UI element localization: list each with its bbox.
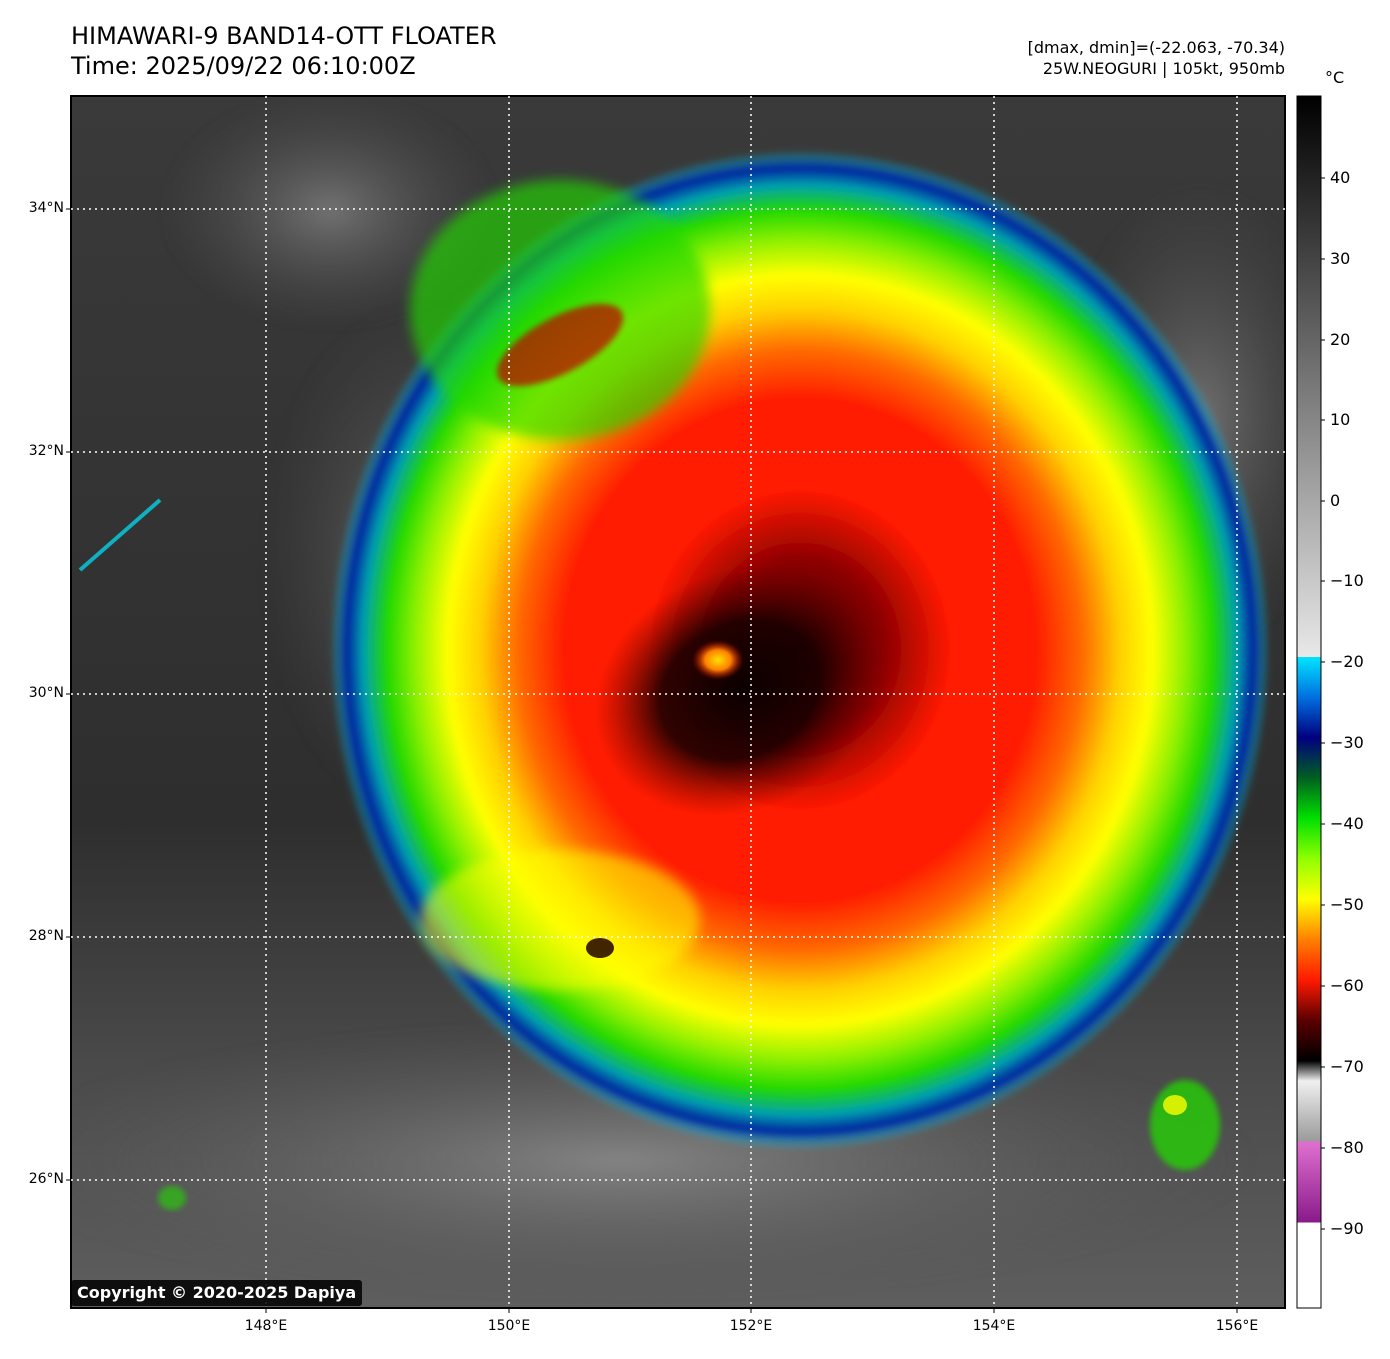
colorbar-unit: °C bbox=[1325, 68, 1345, 87]
colorbar-tick-label: 0 bbox=[1330, 491, 1341, 510]
lon-label-154e: 154°E bbox=[972, 1318, 1016, 1334]
colorbar bbox=[1296, 95, 1322, 1309]
axis-ticks bbox=[66, 208, 1238, 1313]
colorbar-tick-label: 20 bbox=[1330, 330, 1351, 349]
colorbar-tick-label: −50 bbox=[1330, 895, 1364, 914]
product-title: HIMAWARI-9 BAND14-OTT FLOATER bbox=[71, 22, 497, 50]
lat-label-34n: 34°N bbox=[28, 200, 64, 216]
lon-label-152e: 152°E bbox=[729, 1318, 773, 1334]
colorbar-tick-label: −20 bbox=[1330, 652, 1364, 671]
lon-label-156e: 156°E bbox=[1215, 1318, 1259, 1334]
satellite-imagery bbox=[71, 96, 1285, 1308]
colorbar-tick-label: −40 bbox=[1330, 814, 1364, 833]
map-frame bbox=[70, 95, 1286, 1309]
colorbar-tick-label: 40 bbox=[1330, 168, 1351, 187]
graticule bbox=[71, 96, 1285, 1308]
lon-label-150e: 150°E bbox=[487, 1318, 531, 1334]
lat-label-26n: 26°N bbox=[28, 1171, 64, 1187]
lat-label-30n: 30°N bbox=[28, 685, 64, 701]
colorbar-tick-label: −70 bbox=[1330, 1057, 1364, 1076]
colorbar-tick-label: −60 bbox=[1330, 976, 1364, 995]
colorbar-tick-label: −10 bbox=[1330, 571, 1364, 590]
colorbar-tick-label: −90 bbox=[1330, 1219, 1364, 1238]
colorbar-tick-label: 10 bbox=[1330, 410, 1351, 429]
lon-label-148e: 148°E bbox=[244, 1318, 288, 1334]
copyright-badge: Copyright © 2020-2025 Dapiya bbox=[71, 1280, 363, 1306]
timestamp: Time: 2025/09/22 06:10:00Z bbox=[71, 52, 416, 80]
lat-label-32n: 32°N bbox=[28, 443, 64, 459]
colorbar-tick-label: 30 bbox=[1330, 249, 1351, 268]
colorbar-ticks bbox=[1321, 177, 1325, 1230]
colorbar-tick-label: −80 bbox=[1330, 1138, 1364, 1157]
colorbar-tick-label: −30 bbox=[1330, 733, 1364, 752]
storm-info: 25W.NEOGURI | 105kt, 950mb bbox=[1042, 59, 1285, 78]
data-range-text: [dmax, dmin]=(-22.063, -70.34) bbox=[1027, 38, 1285, 57]
lat-label-28n: 28°N bbox=[28, 928, 64, 944]
